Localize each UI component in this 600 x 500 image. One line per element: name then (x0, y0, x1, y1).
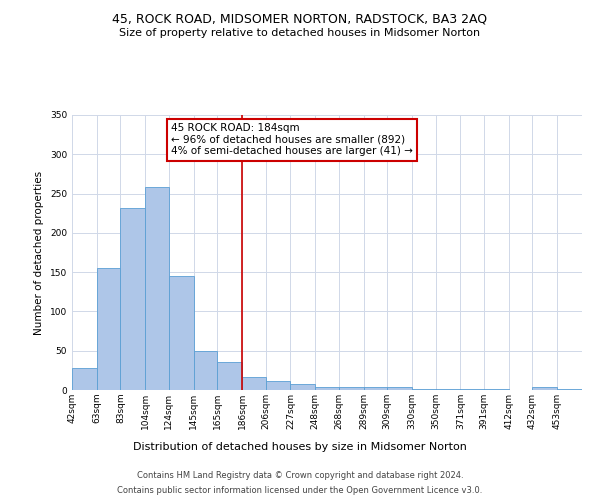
Bar (145, 188, 169, 390)
Text: 45, ROCK ROAD, MIDSOMER NORTON, RADSTOCK, BA3 2AQ: 45, ROCK ROAD, MIDSOMER NORTON, RADSTOCK… (112, 12, 488, 26)
Text: Contains public sector information licensed under the Open Government Licence v3: Contains public sector information licen… (118, 486, 482, 495)
Bar (532, 387, 557, 390)
Text: 45 ROCK ROAD: 184sqm
← 96% of detached houses are smaller (892)
4% of semi-detac: 45 ROCK ROAD: 184sqm ← 96% of detached h… (172, 123, 413, 156)
Bar (169, 276, 194, 390)
Bar (436, 389, 460, 390)
Bar (557, 389, 582, 390)
Bar (97, 268, 121, 390)
Y-axis label: Number of detached properties: Number of detached properties (34, 170, 44, 334)
Bar (290, 384, 315, 390)
Bar (242, 376, 266, 390)
Text: Contains HM Land Registry data © Crown copyright and database right 2024.: Contains HM Land Registry data © Crown c… (137, 471, 463, 480)
Bar (217, 362, 242, 390)
Bar (121, 208, 145, 390)
Bar (194, 350, 217, 390)
Bar (364, 387, 387, 390)
Bar (72, 368, 97, 390)
Bar (315, 387, 339, 390)
Bar (460, 389, 484, 390)
Bar (484, 389, 509, 390)
Bar (412, 389, 436, 390)
Text: Distribution of detached houses by size in Midsomer Norton: Distribution of detached houses by size … (133, 442, 467, 452)
Bar (387, 387, 412, 390)
Text: Size of property relative to detached houses in Midsomer Norton: Size of property relative to detached ho… (119, 28, 481, 38)
Bar (339, 387, 364, 390)
Bar (266, 382, 290, 390)
